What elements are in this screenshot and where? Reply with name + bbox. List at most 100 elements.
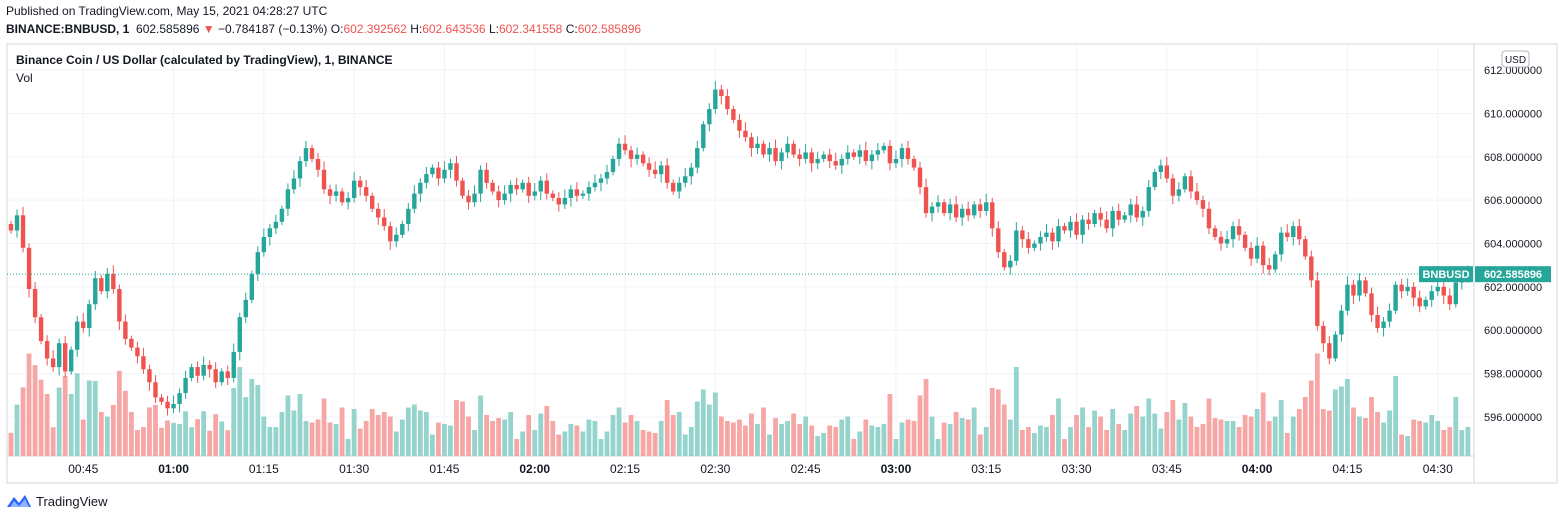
volume-bar	[911, 421, 917, 456]
candle-body	[111, 273, 116, 290]
candle	[177, 388, 182, 413]
candle	[1393, 281, 1398, 314]
volume-bar	[869, 425, 875, 456]
currency-badge[interactable]: USD	[1501, 50, 1530, 68]
volume-bar	[682, 434, 688, 456]
candle-body	[1230, 226, 1236, 240]
legend-vol: Vol	[16, 71, 33, 85]
price-tick-label: 612.000000	[1484, 65, 1542, 77]
volume-bar	[1248, 416, 1254, 456]
volume-bar	[38, 379, 44, 456]
volume-bar	[207, 430, 213, 456]
volume-bar	[1188, 416, 1194, 456]
candle-body	[75, 321, 80, 350]
candle-body	[562, 197, 568, 205]
candle	[604, 164, 610, 185]
high-label: H:	[410, 22, 423, 36]
candle-body	[38, 317, 44, 342]
candle	[62, 336, 68, 378]
candle	[1218, 231, 1224, 251]
candle	[1026, 232, 1031, 254]
candle	[1429, 285, 1434, 308]
volume-bar	[1447, 427, 1453, 456]
candle	[56, 338, 62, 376]
candle	[869, 150, 875, 170]
candle	[370, 192, 375, 213]
candle	[496, 185, 501, 208]
candle	[905, 140, 911, 165]
volume-bar	[327, 422, 333, 456]
volume-bar	[893, 439, 899, 456]
candle-body	[1200, 200, 1206, 209]
volume-bar	[995, 389, 1001, 456]
candlestick-chart[interactable]: 596.000000 598.000000 600.000000 602.000000…	[0, 0, 1563, 490]
candle-body	[1128, 204, 1133, 216]
volume-bar	[80, 419, 86, 456]
candle-body	[689, 167, 694, 177]
candle	[44, 335, 50, 366]
volume-bar	[255, 385, 261, 456]
candle	[767, 142, 772, 162]
volume-bar	[1212, 418, 1218, 456]
candle	[779, 147, 784, 170]
candle-body	[285, 189, 291, 209]
candle	[1321, 321, 1326, 352]
candle	[1254, 237, 1260, 264]
volume-bar	[1459, 430, 1465, 456]
candle	[1152, 168, 1157, 191]
candle	[87, 299, 92, 337]
candle	[267, 223, 273, 246]
open-value: 602.392562	[343, 22, 407, 36]
candle-body	[321, 169, 327, 190]
volume-bar	[225, 430, 231, 456]
volume-bar	[863, 419, 869, 456]
volume-bar	[135, 430, 140, 456]
candle	[689, 163, 694, 185]
volume-bar	[122, 390, 128, 456]
candle-body	[869, 154, 875, 162]
candle-body	[1297, 226, 1302, 240]
candle-body	[899, 148, 905, 159]
volume-bar	[761, 407, 766, 456]
candle	[484, 162, 489, 189]
tradingview-footer[interactable]: TradingView	[6, 493, 108, 509]
candle-body	[1309, 256, 1314, 281]
candle	[917, 161, 923, 195]
candle-body	[376, 208, 381, 218]
volume-bar	[26, 353, 32, 456]
volume-bar	[1387, 410, 1392, 456]
volume-bar	[646, 431, 652, 456]
candle-body	[496, 191, 501, 201]
candle-body	[1429, 291, 1434, 300]
volume-bar	[411, 404, 417, 456]
candle-body	[520, 182, 525, 190]
candle-body	[1357, 280, 1362, 296]
volume-bar	[923, 379, 929, 456]
volume-bar	[303, 421, 309, 456]
candle	[634, 147, 640, 165]
volume-bar	[98, 412, 104, 456]
candle	[466, 189, 471, 210]
candle	[382, 209, 387, 231]
volume-bar	[116, 370, 122, 456]
candle-body	[550, 193, 555, 198]
candle	[923, 178, 929, 218]
candle-body	[1303, 239, 1308, 257]
volume-bar	[62, 375, 68, 456]
candle-body	[929, 206, 935, 214]
candle	[38, 313, 44, 345]
candle-body	[1092, 213, 1097, 224]
candle	[1194, 182, 1200, 205]
volume-bar	[965, 419, 971, 456]
volume-bar	[1333, 389, 1338, 456]
candle	[1014, 222, 1019, 266]
candle	[376, 202, 381, 225]
candle-body	[1315, 280, 1320, 326]
volume-bar	[520, 431, 526, 456]
candle-body	[857, 150, 863, 157]
volume-bar	[803, 416, 809, 456]
volume-bar	[905, 419, 911, 456]
candle-body	[514, 184, 519, 190]
candle	[887, 140, 893, 171]
candle	[213, 362, 218, 389]
